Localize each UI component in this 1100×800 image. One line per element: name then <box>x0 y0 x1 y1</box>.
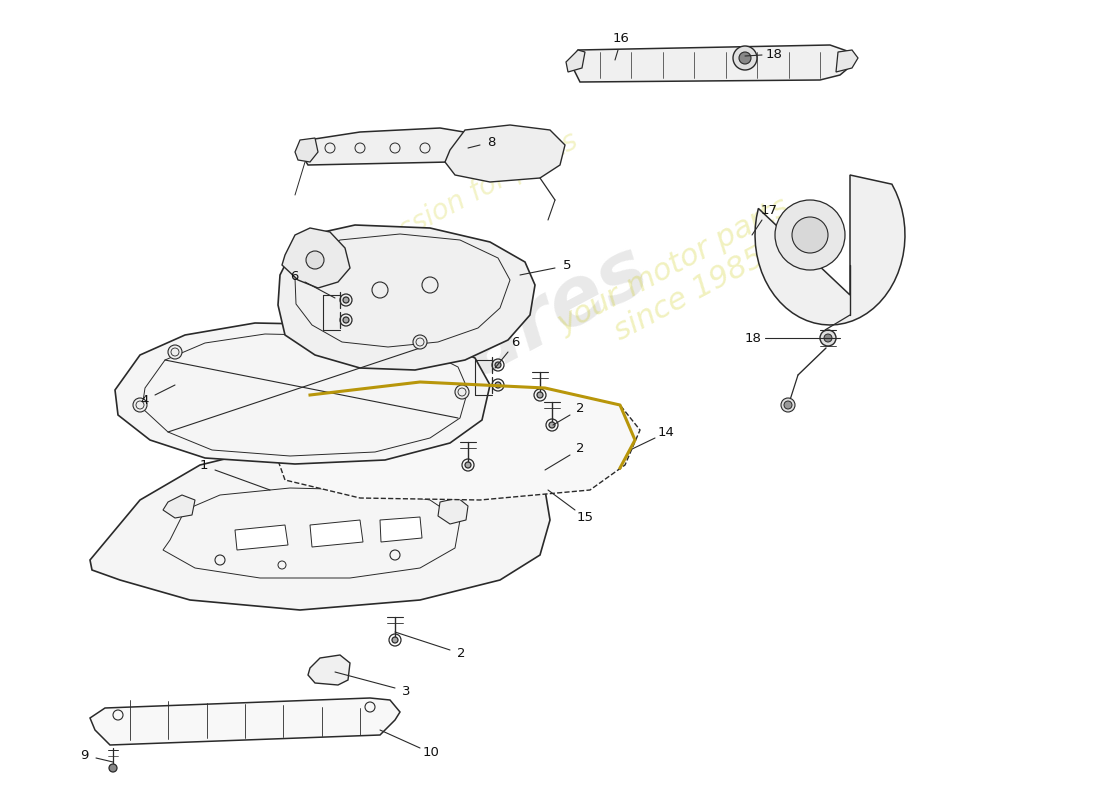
Circle shape <box>739 52 751 64</box>
Circle shape <box>412 335 427 349</box>
Circle shape <box>824 334 832 342</box>
Circle shape <box>733 46 757 70</box>
Polygon shape <box>116 323 490 464</box>
Circle shape <box>465 462 471 468</box>
Polygon shape <box>308 655 350 685</box>
Polygon shape <box>90 698 400 745</box>
Text: 14: 14 <box>658 426 674 439</box>
Polygon shape <box>446 125 565 182</box>
Polygon shape <box>438 498 468 524</box>
Circle shape <box>495 362 500 368</box>
Text: your motor parts
since 1985: your motor parts since 1985 <box>553 192 811 368</box>
Circle shape <box>109 764 117 772</box>
Text: 17: 17 <box>760 203 778 217</box>
Circle shape <box>549 422 556 428</box>
Polygon shape <box>163 495 195 518</box>
Circle shape <box>343 317 349 323</box>
Text: 9: 9 <box>80 749 88 762</box>
Circle shape <box>495 382 500 388</box>
Text: 15: 15 <box>576 510 593 524</box>
Circle shape <box>168 345 182 359</box>
Text: 2: 2 <box>458 647 465 660</box>
Polygon shape <box>570 45 852 82</box>
Text: 6: 6 <box>290 270 298 283</box>
Text: 2: 2 <box>576 442 584 455</box>
Circle shape <box>781 398 795 412</box>
Polygon shape <box>300 128 475 165</box>
Circle shape <box>455 385 469 399</box>
Circle shape <box>133 398 147 412</box>
Circle shape <box>537 392 543 398</box>
Text: 10: 10 <box>422 746 439 759</box>
Circle shape <box>343 297 349 303</box>
Text: 2: 2 <box>576 402 584 415</box>
Circle shape <box>792 217 828 253</box>
Polygon shape <box>310 520 363 547</box>
Circle shape <box>784 401 792 409</box>
Polygon shape <box>295 138 318 162</box>
Text: 18: 18 <box>766 48 782 61</box>
Polygon shape <box>275 382 640 500</box>
Text: 1: 1 <box>199 459 208 472</box>
Polygon shape <box>90 440 550 610</box>
Polygon shape <box>379 517 422 542</box>
Circle shape <box>820 330 836 346</box>
Text: 6: 6 <box>512 336 520 349</box>
Text: 18: 18 <box>745 331 761 345</box>
Text: 16: 16 <box>613 32 630 45</box>
Text: 8: 8 <box>487 135 496 149</box>
Polygon shape <box>282 228 350 288</box>
Polygon shape <box>836 50 858 72</box>
Text: 3: 3 <box>403 685 410 698</box>
Polygon shape <box>566 50 585 72</box>
Polygon shape <box>235 525 288 550</box>
Text: a passion for parts: a passion for parts <box>341 127 583 273</box>
Text: 5: 5 <box>562 259 571 272</box>
Circle shape <box>392 637 398 643</box>
Text: 4: 4 <box>140 394 148 407</box>
Polygon shape <box>755 175 905 325</box>
Circle shape <box>776 200 845 270</box>
Circle shape <box>306 251 324 269</box>
Polygon shape <box>278 225 535 370</box>
Text: eurospares: eurospares <box>175 230 661 538</box>
